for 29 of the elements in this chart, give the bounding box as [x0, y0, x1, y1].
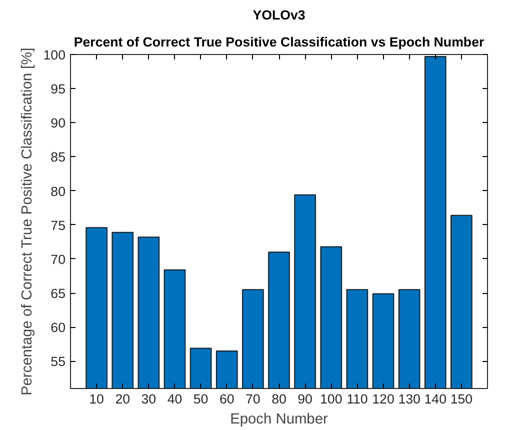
x-tick-label: 110: [346, 392, 368, 406]
y-tick-label: 85: [50, 150, 66, 165]
y-tick-label: 90: [50, 116, 66, 131]
x-tick-label: 80: [272, 392, 286, 406]
x-tick-label: 60: [219, 392, 234, 406]
y-tick-label: 100: [43, 48, 66, 62]
x-tick-label: 30: [141, 392, 156, 406]
x-tick-label: 40: [167, 392, 182, 406]
x-tick-label: 10: [89, 392, 104, 406]
x-tick-label: 120: [372, 392, 394, 406]
x-tick-label: 70: [246, 392, 260, 406]
y-tick-label: 95: [50, 82, 66, 97]
x-tick-label: 150: [450, 392, 473, 406]
x-tick-label: 130: [398, 392, 420, 406]
y-tick-label: 70: [50, 252, 66, 267]
chart-title: YOLOv3: [252, 8, 306, 22]
x-tick-label: 100: [320, 392, 342, 406]
x-tick-label: 90: [298, 392, 312, 406]
y-tick-label: 75: [50, 218, 66, 233]
x-tick-label: 20: [115, 392, 130, 406]
x-axis-title: Epoch Number: [230, 412, 328, 428]
chart-subtitle: Percent of Correct True Positive Classification vs Epoch Number: [74, 34, 484, 50]
y-tick-label: 80: [50, 184, 66, 199]
y-axis-title: Percentage of Correct True Positive Classification [%]: [19, 48, 36, 396]
y-tick-label: 65: [50, 286, 66, 302]
y-tick-label: 60: [50, 320, 66, 336]
y-tick-label: 55: [50, 354, 66, 370]
x-tick-label: 140: [424, 392, 447, 406]
x-tick-label: 50: [193, 392, 208, 406]
